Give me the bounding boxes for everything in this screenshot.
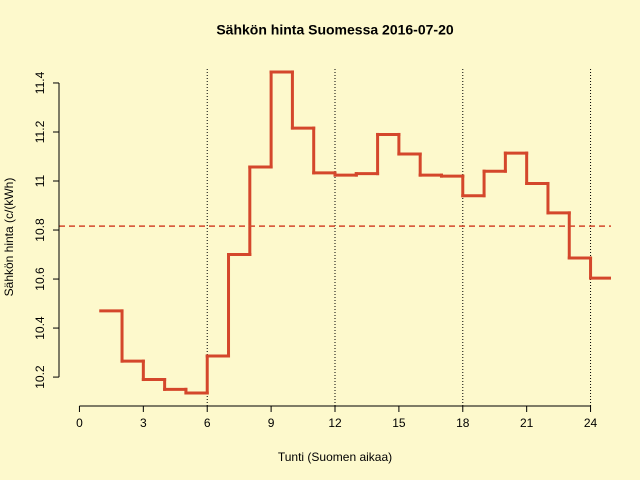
x-tick-label: 18	[456, 416, 470, 430]
y-tick-label: 10.4	[33, 316, 47, 340]
x-tick-label: 0	[76, 416, 83, 430]
x-tick-label: 12	[328, 416, 342, 430]
y-tick-label: 10.8	[33, 218, 47, 242]
y-tick-label: 11.2	[33, 120, 47, 143]
y-tick-label: 11	[33, 174, 47, 187]
y-axis-label: Sähkön hinta (c/(kWh)	[2, 178, 16, 297]
y-tick-label: 10.2	[33, 365, 47, 389]
x-tick-label: 6	[204, 416, 211, 430]
plot-area	[59, 69, 611, 406]
chart-title: Sähkön hinta Suomessa 2016-07-20	[216, 22, 454, 38]
x-tick-label: 24	[584, 416, 598, 430]
y-tick-label: 11.4	[33, 71, 47, 94]
x-tick-label: 21	[520, 416, 534, 430]
x-tick-label: 9	[268, 416, 275, 430]
x-tick-label: 15	[392, 416, 406, 430]
y-tick-label: 10.6	[33, 267, 47, 291]
x-tick-label: 3	[140, 416, 147, 430]
x-axis-label: Tunti (Suomen aikaa)	[278, 450, 392, 464]
